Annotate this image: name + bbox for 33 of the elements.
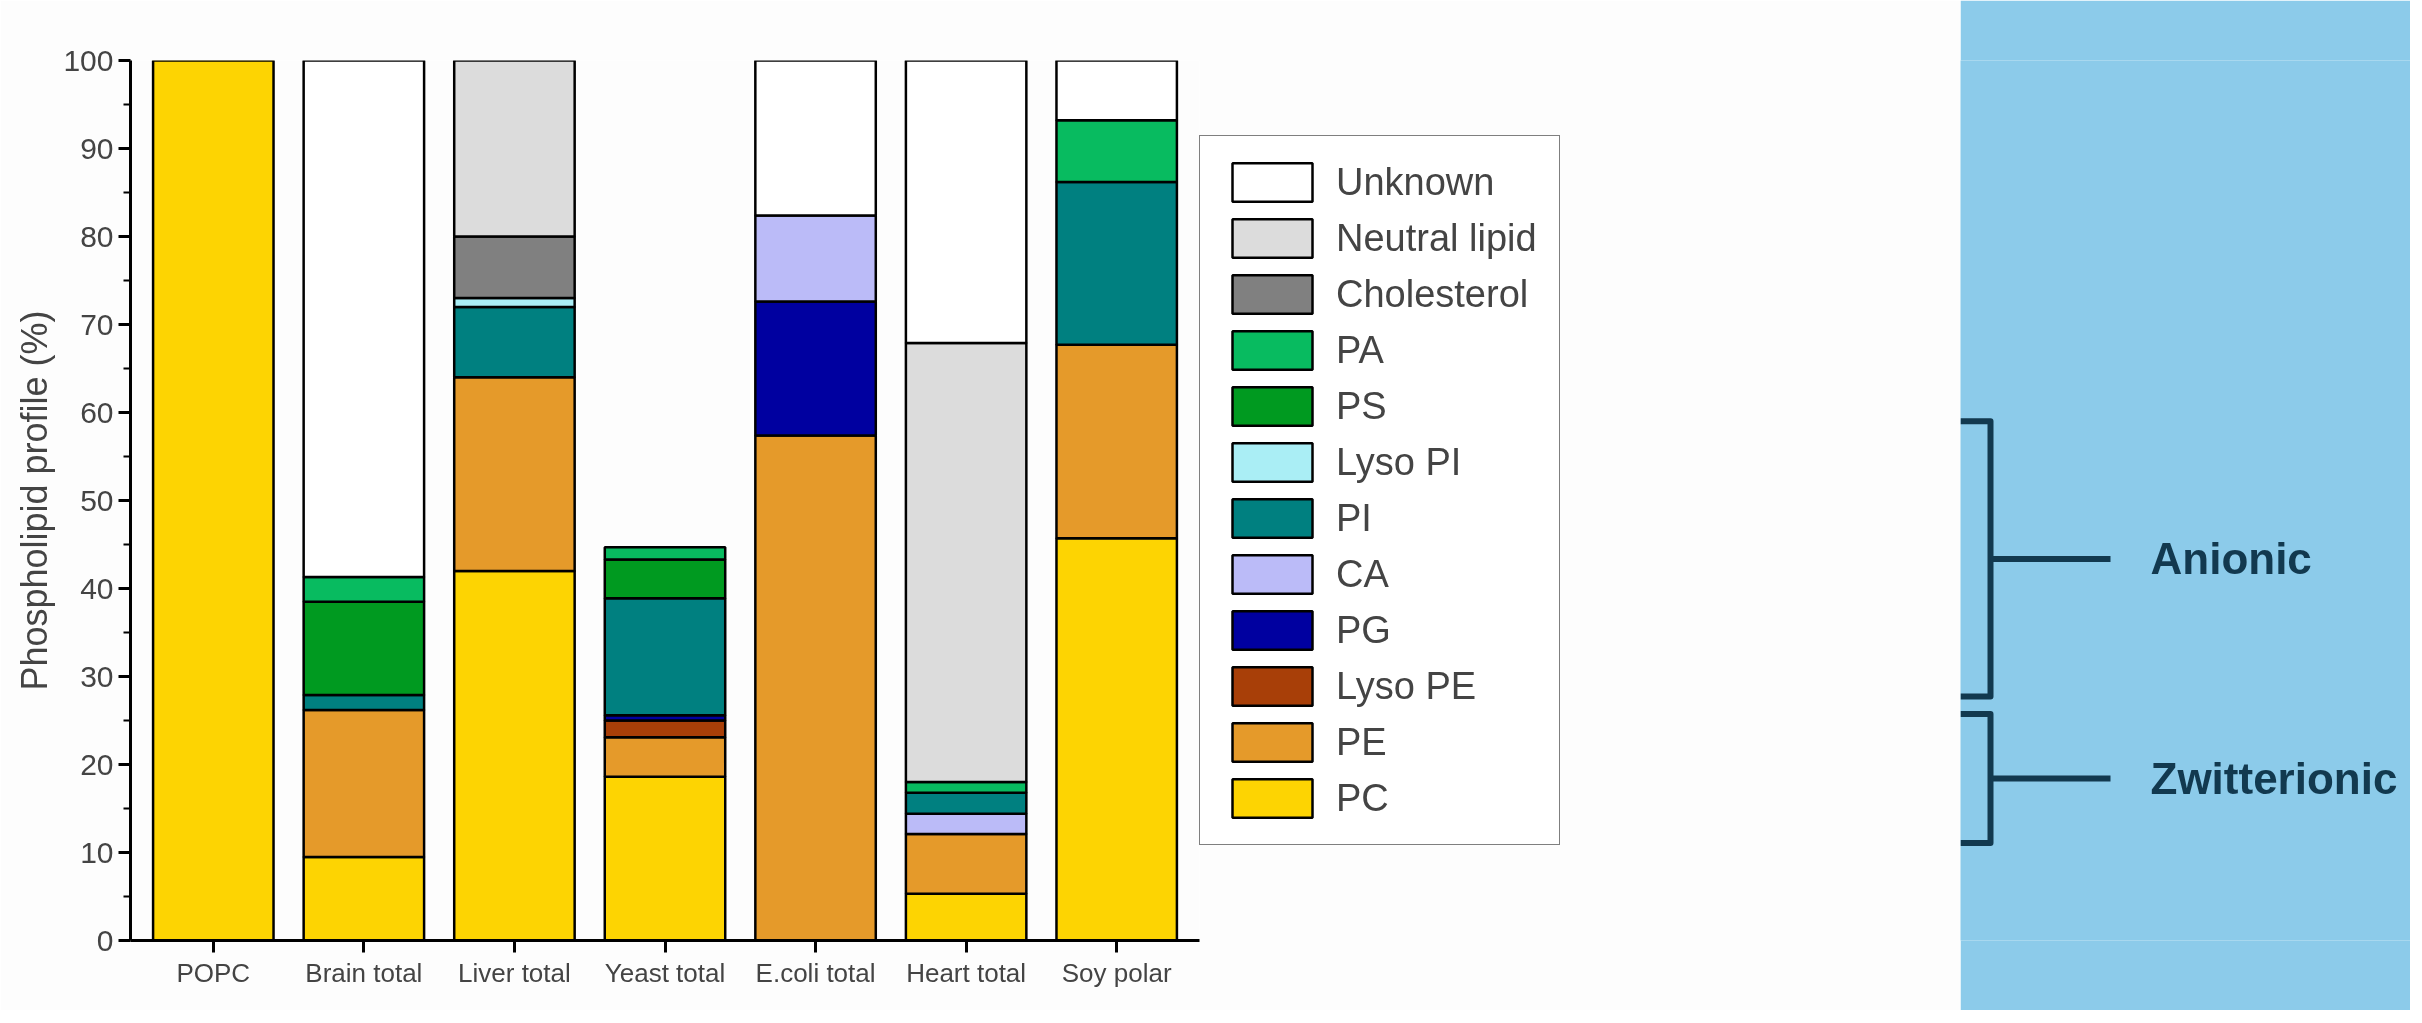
y-tick-label: 40 — [80, 571, 114, 605]
legend-label: PI — [1336, 495, 1372, 541]
y-tick-label: 100 — [63, 43, 114, 77]
legend-label: PC — [1336, 775, 1389, 821]
legend-label: Lyso PE — [1336, 663, 1477, 709]
x-tick-label: Liver total — [458, 957, 571, 988]
y-tick-label: 80 — [80, 219, 114, 253]
legend-label: PG — [1336, 607, 1391, 653]
x-tick-label: POPC — [176, 957, 251, 988]
legend-label: PA — [1336, 327, 1384, 373]
y-tick-label: 0 — [96, 923, 114, 957]
y-tick-label: 60 — [80, 395, 114, 429]
legend-label: Unknown — [1336, 159, 1495, 205]
legend-label: Neutral lipid — [1336, 215, 1537, 261]
x-tick-label: Heart total — [906, 957, 1027, 988]
legend-label: PS — [1336, 383, 1387, 429]
y-tick-label: 10 — [80, 835, 114, 869]
legend-label: Cholesterol — [1336, 271, 1529, 317]
y-tick-label: 20 — [80, 747, 114, 781]
x-tick-label: Yeast total — [604, 957, 726, 988]
y-axis-title: Phospholipid profile (%) — [14, 310, 56, 691]
text: Anionic — [2150, 534, 2312, 584]
legend-label: Lyso PI — [1336, 439, 1462, 485]
x-tick-label: E.coli total — [755, 957, 876, 988]
x-tick-label: Brain total — [305, 957, 423, 988]
y-tick-label: 90 — [80, 131, 114, 165]
y-tick-label: 50 — [80, 483, 114, 517]
x-tick-label: Soy polar — [1061, 957, 1172, 988]
y-tick-label: 70 — [80, 307, 114, 341]
legend-label: PE — [1336, 719, 1387, 765]
y-tick-label: 30 — [80, 659, 114, 693]
text: Zwitterionic — [2150, 753, 2398, 803]
legend-label: CA — [1336, 551, 1389, 597]
